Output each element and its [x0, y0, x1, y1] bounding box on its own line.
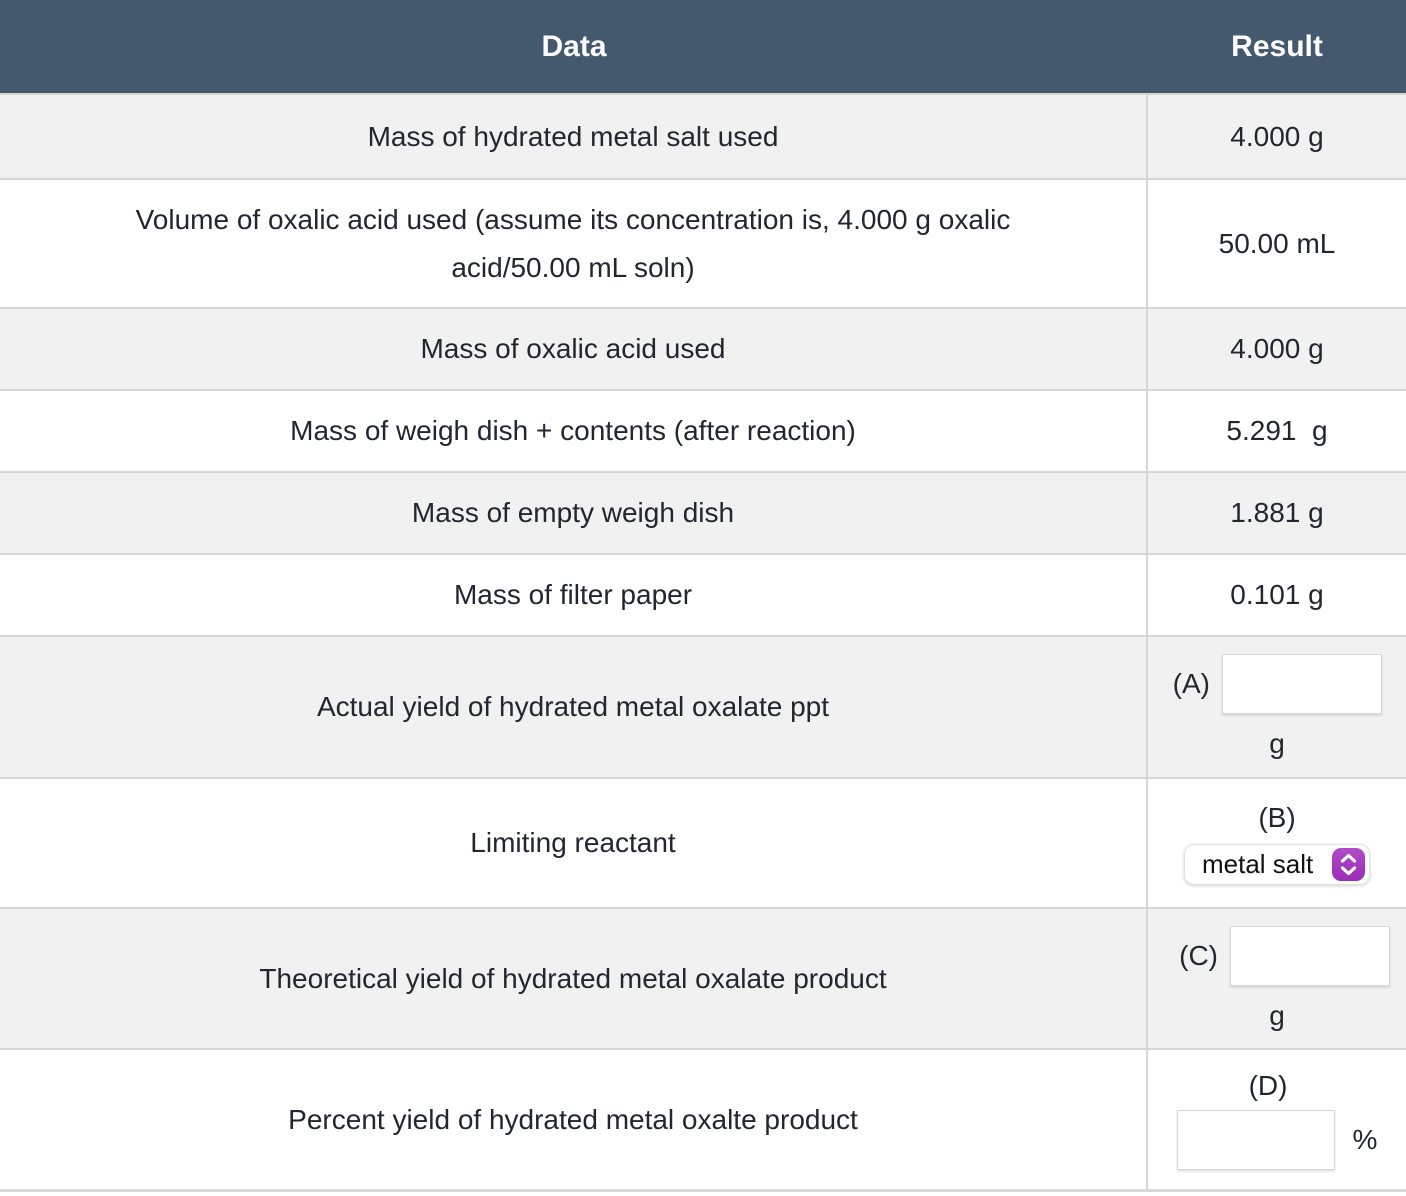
table-row: Mass of empty weigh dish 1.881 g — [0, 471, 1406, 553]
column-header-result: Result — [1231, 29, 1323, 63]
unit-label: g — [1269, 728, 1285, 759]
row-label: Percent yield of hydrated metal oxalte p… — [0, 1050, 1148, 1189]
unit-label: % — [1352, 1123, 1378, 1155]
row-value: 4.000 g — [1230, 120, 1324, 152]
table-row: Theoretical yield of hydrated metal oxal… — [0, 907, 1406, 1048]
row-label: Actual yield of hydrated metal oxalate p… — [0, 637, 1148, 777]
actual-yield-input[interactable] — [1222, 654, 1382, 714]
table-row: Mass of hydrated metal salt used 4.000 g — [0, 93, 1406, 178]
row-label: Mass of weigh dish + contents (after rea… — [0, 391, 1148, 471]
row-label: Mass of oxalic acid used — [0, 309, 1148, 389]
table-header-row: Data Result — [0, 0, 1406, 93]
row-value: 4.000 g — [1230, 333, 1324, 364]
table-row: Volume of oxalic acid used (assume its c… — [0, 178, 1406, 307]
row-value: (D) % — [1148, 1050, 1406, 1189]
row-label: Mass of filter paper — [0, 555, 1148, 635]
answer-marker-a: (A) — [1172, 668, 1210, 699]
answer-marker-b: (B) — [1258, 801, 1296, 833]
answer-marker-c: (C) — [1179, 939, 1218, 971]
row-value: 50.00 mL — [1218, 227, 1336, 259]
table-row: Limiting reactant (B) metal salt — [0, 777, 1406, 907]
limiting-reactant-select[interactable]: metal salt — [1184, 843, 1370, 885]
row-label: Mass of hydrated metal salt used — [0, 95, 1148, 178]
limiting-reactant-selected-option: metal salt — [1202, 848, 1314, 879]
row-label: Limiting reactant — [0, 779, 1148, 907]
row-value: 1.881 g — [1230, 497, 1324, 528]
table-row: Mass of filter paper 0.101 g — [0, 553, 1406, 635]
row-label: Volume of oxalic acid used (assume its c… — [0, 180, 1148, 307]
table-row: Mass of oxalic acid used 4.000 g — [0, 307, 1406, 389]
column-header-data: Data — [541, 30, 607, 63]
table-row: Actual yield of hydrated metal oxalate p… — [0, 635, 1406, 777]
table-row: Mass of weigh dish + contents (after rea… — [0, 389, 1406, 471]
row-value: (A) g — [1148, 637, 1406, 777]
table-row: Percent yield of hydrated metal oxalte p… — [0, 1048, 1406, 1189]
answer-marker-d: (D) — [1248, 1069, 1288, 1101]
unit-label: g — [1269, 999, 1285, 1031]
row-value: (C) g — [1148, 909, 1406, 1048]
row-label: Mass of empty weigh dish — [0, 473, 1148, 553]
row-value: 0.101 g — [1230, 579, 1324, 610]
up-down-chevrons-icon — [1332, 847, 1365, 881]
theoretical-yield-input[interactable] — [1230, 925, 1390, 986]
row-value: (B) metal salt — [1148, 779, 1406, 907]
percent-yield-input[interactable] — [1176, 1109, 1335, 1170]
row-label: Theoretical yield of hydrated metal oxal… — [0, 909, 1148, 1048]
row-value: 5.291 g — [1226, 415, 1328, 446]
